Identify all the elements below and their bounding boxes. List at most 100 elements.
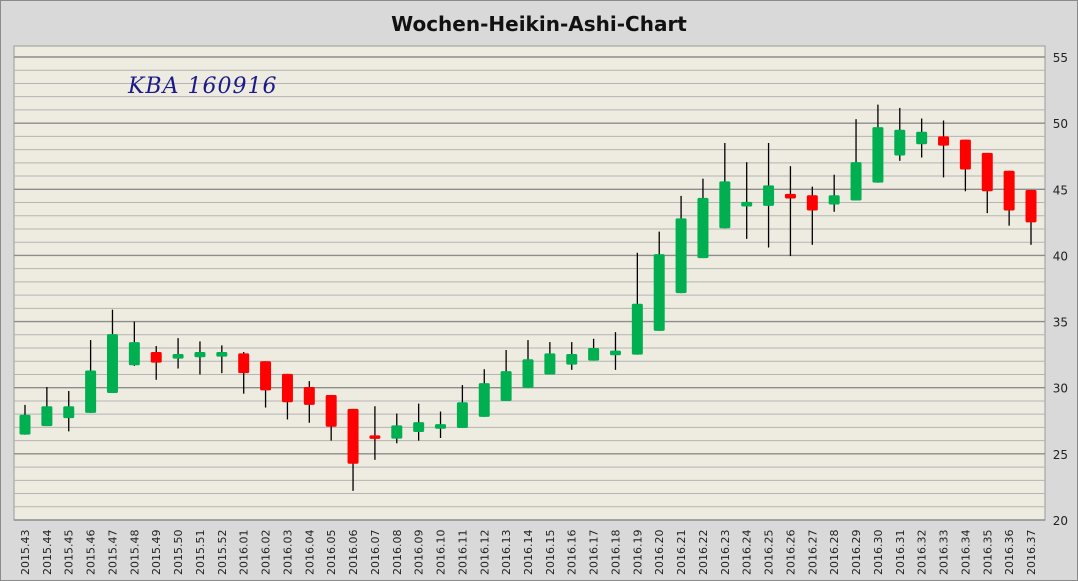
x-tick-label: 2016.10 [435, 530, 448, 576]
x-tick-label: 2016.14 [522, 530, 535, 576]
x-tick-label: 2016.37 [1025, 530, 1038, 576]
x-tick-label: 2016.03 [281, 530, 294, 576]
candle-body-up [456, 402, 468, 429]
x-tick-label: 2015.50 [172, 530, 185, 576]
x-tick-label: 2016.22 [697, 530, 710, 576]
x-tick-label: 2015.47 [106, 530, 119, 576]
x-tick-label: 2016.05 [325, 530, 338, 576]
candle-body-up [522, 359, 534, 388]
candle-body-up [85, 370, 97, 413]
x-tick-label: 2016.32 [916, 530, 929, 576]
candle-body-up [478, 383, 490, 417]
candle-body-up [609, 350, 621, 356]
candle-body-up [435, 424, 447, 429]
x-tick-label: 2016.12 [478, 530, 491, 576]
y-tick-label: 30 [1053, 382, 1068, 396]
candle-body-down [347, 408, 359, 464]
x-tick-label: 2016.30 [872, 530, 885, 576]
x-tick-label: 2015.49 [150, 530, 163, 576]
candle-body-down [260, 361, 272, 391]
x-tick-label: 2016.19 [631, 530, 644, 576]
x-tick-label: 2016.18 [609, 530, 622, 576]
candle-body-up [41, 406, 53, 427]
candle-body-down [981, 152, 993, 192]
candle-body-up [675, 218, 687, 294]
candle-body-up [850, 162, 862, 201]
x-tick-label: 2016.07 [369, 530, 382, 576]
candle-body-down [959, 139, 971, 170]
candle-body-up [741, 201, 753, 207]
x-tick-label: 2016.02 [260, 530, 273, 576]
candle-body-down [325, 394, 337, 427]
candle-body-down [784, 193, 796, 199]
candle-body-up [631, 303, 643, 355]
y-tick-label: 35 [1053, 316, 1068, 330]
x-tick-label: 2016.35 [981, 530, 994, 576]
x-tick-label: 2016.24 [741, 530, 754, 576]
y-tick-label: 50 [1053, 117, 1068, 131]
candle-body-down [369, 435, 381, 439]
candle-body-up [872, 127, 884, 183]
candle-body-up [216, 351, 228, 357]
x-tick-label: 2016.17 [588, 530, 601, 576]
x-tick-label: 2016.01 [238, 530, 251, 576]
candle-body-up [719, 181, 731, 229]
candle-body-up [194, 351, 206, 358]
candle-body-up [894, 129, 906, 156]
x-tick-label: 2016.20 [653, 530, 666, 576]
x-tick-label: 2016.28 [828, 530, 841, 576]
candle-body-down [150, 351, 162, 363]
x-tick-label: 2016.21 [675, 530, 688, 576]
candle-body-up [588, 348, 600, 361]
candle-body-up [544, 353, 556, 375]
x-tick-label: 2016.31 [894, 530, 907, 576]
x-tick-label: 2016.11 [456, 530, 469, 576]
x-tick-label: 2016.04 [303, 530, 316, 576]
x-tick-label: 2016.29 [850, 530, 863, 576]
x-tick-label: 2016.06 [347, 530, 360, 576]
x-tick-label: 2016.13 [500, 530, 513, 576]
chart-annotation: KBA 160916 [128, 74, 278, 99]
x-tick-label: 2015.43 [19, 530, 32, 576]
x-tick-label: 2016.36 [1003, 530, 1016, 576]
y-tick-label: 40 [1053, 249, 1068, 263]
candle-body-up [172, 353, 184, 359]
x-tick-label: 2016.27 [806, 530, 819, 576]
x-tick-label: 2015.52 [216, 530, 229, 576]
candle-body-up [19, 414, 31, 435]
candle-body-up [566, 353, 578, 365]
candle-body-up [828, 195, 840, 205]
x-tick-label: 2015.51 [194, 530, 207, 576]
x-tick-label: 2016.09 [413, 530, 426, 576]
y-tick-label: 25 [1053, 448, 1068, 462]
y-tick-label: 45 [1053, 183, 1068, 197]
candle-body-up [653, 254, 665, 331]
candle-body-up [413, 422, 425, 433]
x-tick-label: 2016.34 [959, 530, 972, 576]
y-tick-label: 20 [1053, 514, 1068, 528]
x-tick-label: 2015.46 [85, 530, 98, 576]
candle-body-down [238, 353, 250, 374]
candle-body-down [938, 136, 950, 146]
candle-body-down [1025, 189, 1037, 223]
candle-body-up [391, 425, 403, 439]
candle-body-down [1003, 170, 1015, 211]
candle-body-up [63, 406, 75, 419]
chart-title: Wochen-Heikin-Ashi-Chart [391, 12, 687, 36]
x-tick-label: 2016.26 [784, 530, 797, 576]
candle-body-up [500, 371, 512, 401]
candle-body-up [697, 197, 709, 259]
candle-body-down [281, 373, 293, 403]
y-tick-label: 55 [1053, 51, 1068, 65]
plot-area [13, 45, 1046, 521]
x-tick-label: 2015.45 [63, 530, 76, 576]
x-tick-label: 2016.23 [719, 530, 732, 576]
x-tick-label: 2016.33 [938, 530, 951, 576]
x-tick-label: 2016.16 [566, 530, 579, 576]
x-tick-label: 2016.15 [544, 530, 557, 576]
candle-body-up [916, 131, 928, 145]
candle-body-down [303, 387, 315, 405]
candle-body-down [806, 195, 818, 211]
x-tick-label: 2015.48 [128, 530, 141, 576]
